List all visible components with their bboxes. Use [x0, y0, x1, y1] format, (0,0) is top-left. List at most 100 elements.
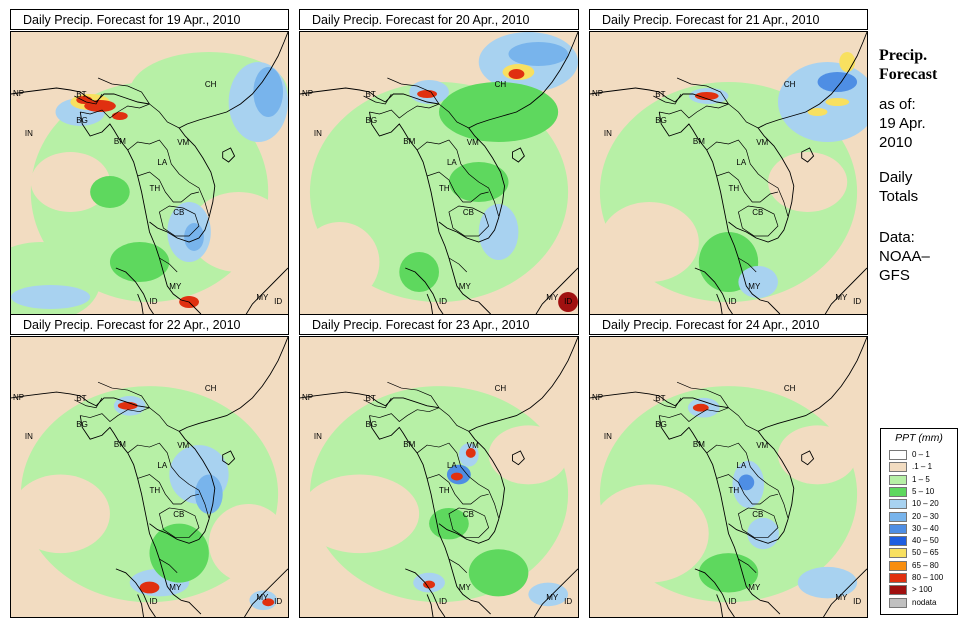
precip-map-svg [300, 32, 578, 317]
precip-map: NP BT BG IN CH BM VM LA TH CB MY ID MY ID [10, 336, 289, 618]
country-label: BM [403, 137, 416, 146]
country-border [387, 77, 440, 105]
country-border [159, 558, 178, 574]
country-label: BT [76, 393, 87, 403]
country-border [159, 257, 178, 273]
precip-area [807, 108, 828, 116]
legend-swatch [889, 585, 907, 596]
country-border [127, 139, 210, 217]
coastline [426, 293, 434, 317]
precip-area [399, 252, 439, 292]
precip-area [599, 202, 699, 282]
country-border [706, 442, 789, 518]
legend-label: 5 – 10 [912, 486, 935, 496]
precip-map-svg [11, 32, 288, 317]
precip-map-svg [590, 337, 867, 617]
precip-area [423, 580, 436, 589]
country-label: CH [494, 80, 507, 89]
legend-swatch [889, 548, 907, 559]
country-label: MY [835, 593, 848, 603]
country-label: ID [439, 297, 447, 306]
coastline [137, 594, 145, 617]
side-title-line1: Precip. [879, 47, 928, 64]
coastline [149, 32, 288, 243]
country-border [369, 103, 469, 129]
coastline [222, 450, 236, 466]
precip-map: NP BT BG IN CH BM VM LA TH CB MY ID MY ID [10, 31, 289, 318]
side-title-line2: Forecast [879, 66, 938, 83]
country-label: LA [446, 158, 457, 167]
country-label: IN [313, 432, 322, 442]
country-label: IN [24, 129, 33, 138]
precip-area [90, 176, 130, 208]
country-border [676, 77, 729, 105]
precip-area [300, 222, 380, 302]
precip-map-svg [300, 337, 578, 617]
country-label: NP [591, 393, 604, 402]
country-label: MY [256, 593, 269, 603]
legend-swatch [889, 597, 907, 608]
precip-map-svg [11, 337, 288, 617]
precip-area [738, 266, 778, 298]
country-label: BG [365, 419, 378, 429]
precip-area [439, 82, 559, 142]
country-border [137, 171, 200, 203]
precip-area [738, 474, 755, 491]
coastline [181, 299, 202, 315]
country-label: CB [173, 509, 185, 519]
country-label: MY [546, 293, 559, 302]
precip-area [508, 42, 569, 66]
country-label: ID [149, 597, 158, 607]
country-border [659, 407, 759, 432]
coastline [533, 568, 578, 617]
coastline [760, 299, 781, 315]
country-label: MY [458, 582, 471, 592]
coastline [244, 568, 288, 617]
as-of-label: as of: [879, 96, 916, 113]
precip-area [139, 581, 160, 594]
legend-label: .1 – 1 [912, 462, 933, 472]
legend-label: nodata [912, 597, 937, 607]
country-border [416, 139, 499, 217]
data-label: Data: [879, 229, 915, 246]
precip-area [11, 474, 110, 554]
country-border [716, 171, 779, 203]
country-border [738, 257, 757, 273]
country-border [127, 442, 210, 518]
precip-area [450, 472, 463, 481]
coastline [405, 568, 446, 617]
panel-title: Daily Precip. Forecast for 21 Apr., 2010 [589, 9, 868, 30]
coastline [137, 293, 145, 317]
country-label: ID [564, 597, 573, 607]
country-border [416, 442, 499, 518]
country-border [158, 205, 200, 237]
legend-label: 0 – 1 [912, 450, 930, 459]
precip-area [698, 553, 759, 593]
coastline [512, 147, 525, 163]
coastline [222, 147, 236, 163]
country-label: BG [655, 419, 667, 429]
country-label: NP [301, 393, 314, 402]
country-border [448, 558, 468, 574]
panel-title: Daily Precip. Forecast for 24 Apr., 2010 [589, 314, 868, 335]
country-label: MY [546, 593, 559, 603]
coastline [11, 391, 150, 409]
coastline [405, 267, 446, 317]
country-label: TH [439, 486, 450, 496]
country-label: TH [439, 184, 450, 193]
coastline [728, 32, 867, 243]
legend-label: 40 – 50 [912, 536, 939, 546]
legend-label: 80 – 100 [912, 573, 944, 582]
country-border [74, 397, 103, 409]
country-border [426, 474, 489, 505]
precip-area [590, 484, 709, 583]
precip-area [777, 425, 858, 485]
country-label: LA [157, 460, 168, 470]
country-label: TH [149, 486, 161, 496]
country-border [706, 139, 789, 217]
precip-area [694, 92, 719, 100]
precip-area [30, 152, 110, 212]
coastline [438, 32, 578, 243]
period-label-1: Daily [879, 169, 913, 186]
country-label: LA [736, 460, 747, 470]
